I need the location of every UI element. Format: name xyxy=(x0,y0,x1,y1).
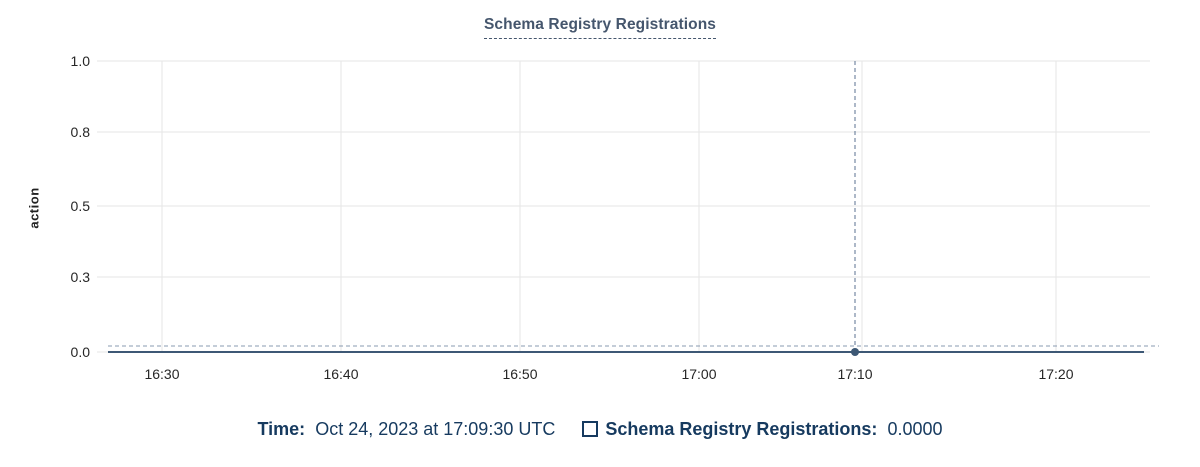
svg-text:1.0: 1.0 xyxy=(71,53,91,69)
svg-text:16:50: 16:50 xyxy=(502,366,537,382)
svg-text:0.3: 0.3 xyxy=(71,269,91,285)
svg-text:0.0: 0.0 xyxy=(71,344,91,360)
svg-text:0.8: 0.8 xyxy=(71,124,91,140)
svg-text:17:00: 17:00 xyxy=(681,366,716,382)
svg-text:0.5: 0.5 xyxy=(71,198,91,214)
svg-text:17:20: 17:20 xyxy=(1038,366,1073,382)
svg-text:16:30: 16:30 xyxy=(144,366,179,382)
svg-text:17:10: 17:10 xyxy=(837,366,872,382)
svg-text:16:40: 16:40 xyxy=(323,366,358,382)
